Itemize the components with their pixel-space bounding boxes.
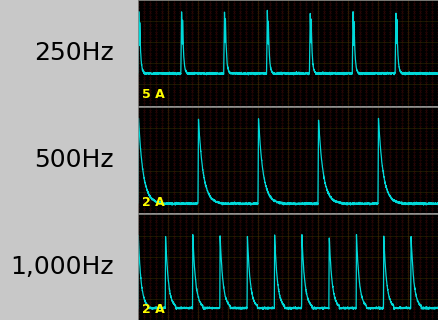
Text: 5 A: 5 A <box>142 88 165 101</box>
Text: 500Hz: 500Hz <box>34 148 113 172</box>
Text: 2 A: 2 A <box>142 196 165 209</box>
Text: 250Hz: 250Hz <box>34 41 113 65</box>
Text: 2 A: 2 A <box>142 303 165 316</box>
Text: 1,000Hz: 1,000Hz <box>10 255 113 279</box>
